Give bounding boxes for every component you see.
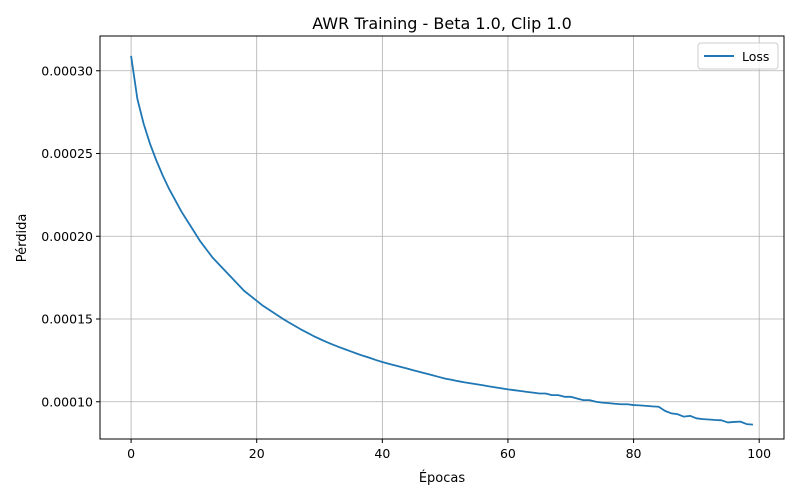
legend-box: [697, 42, 779, 70]
x-axis-label: Épocas: [419, 470, 466, 486]
legend: Loss: [697, 42, 779, 70]
y-axis-label: Pérdida: [15, 214, 30, 263]
x-tick-label: 80: [626, 446, 642, 461]
grid: [100, 36, 784, 439]
x-tick-label: 40: [374, 446, 390, 461]
y-tick-label: 0.00010: [41, 394, 93, 409]
chart-title: AWR Training - Beta 1.0, Clip 1.0: [312, 14, 572, 33]
plot-lines: [130, 55, 753, 426]
y-axis-ticks: 0.00010 0.00015 0.00020 0.00025 0.00030: [41, 63, 100, 409]
legend-label: Loss: [742, 49, 769, 64]
x-axis-ticks: 0 20 40 60 80 100: [127, 439, 771, 461]
y-tick-label: 0.00020: [41, 229, 93, 244]
x-tick-label: 60: [500, 446, 516, 461]
y-tick-label: 0.00015: [41, 312, 93, 327]
y-tick-label: 0.00030: [41, 63, 93, 78]
x-tick-label: 20: [249, 446, 265, 461]
x-tick-label: 100: [747, 446, 771, 461]
x-tick-label: 0: [127, 446, 135, 461]
plot-frame: [99, 35, 785, 440]
y-tick-label: 0.00025: [41, 146, 93, 161]
loss-series-line: [130, 55, 753, 426]
